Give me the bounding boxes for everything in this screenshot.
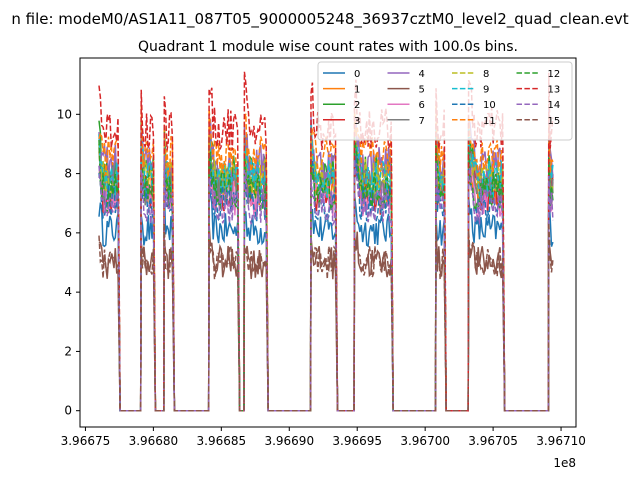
x-tick-label: 3.96710 (536, 434, 586, 448)
x-tick-label: 3.96695 (332, 434, 382, 448)
legend-label: 6 (419, 100, 425, 111)
legend-label: 5 (419, 85, 425, 96)
series-line-11 (98, 104, 554, 412)
x-offset-label: 1e8 (553, 456, 576, 470)
legend-label: 8 (483, 69, 489, 80)
legend-label: 4 (419, 69, 425, 80)
series-line-9 (98, 124, 554, 412)
legend-label: 9 (483, 85, 489, 96)
x-tick-label: 3.96675 (61, 434, 111, 448)
legend-label: 14 (548, 100, 561, 111)
x-axis-ticks: 3.96675 3.96680 3.96685 3.96690 3.96695 3.967… (61, 427, 586, 448)
y-tick-label: 4 (64, 285, 72, 299)
figure-suptitle: n file: modeM0/AS1A11_087T05_9000005248_… (11, 10, 628, 29)
y-tick-label: 8 (64, 167, 72, 181)
legend-label: 1 (354, 85, 360, 96)
series-lines (98, 71, 554, 412)
legend-label: 3 (354, 116, 360, 127)
legend-label: 2 (354, 100, 360, 111)
chart-title: Quadrant 1 module wise count rates with … (138, 39, 518, 55)
x-tick-label: 3.96705 (468, 434, 518, 448)
legend-label: 15 (548, 116, 561, 127)
x-tick-label: 3.96700 (400, 434, 450, 448)
y-axis-ticks: 0 2 4 6 8 10 (57, 107, 80, 418)
series-line-15 (98, 222, 554, 412)
legend-label: 0 (354, 69, 360, 80)
legend-frame (317, 61, 573, 141)
legend-label: 10 (483, 100, 496, 111)
legend-label: 7 (419, 116, 425, 127)
legend-label: 12 (548, 69, 561, 80)
series-line-12 (98, 137, 554, 412)
series-line-5 (98, 223, 554, 412)
y-tick-label: 0 (64, 404, 72, 418)
y-tick-label: 2 (64, 344, 72, 358)
legend-label: 13 (548, 85, 561, 96)
x-tick-label: 3.96690 (264, 434, 314, 448)
plot-area: 3.96675 3.96680 3.96685 3.96690 3.96695 3.967… (57, 57, 586, 470)
legend-label: 11 (483, 116, 496, 127)
axes-frame (79, 57, 577, 428)
x-tick-label: 3.96680 (129, 434, 179, 448)
y-tick-label: 6 (64, 226, 72, 240)
x-tick-label: 3.96685 (197, 434, 247, 448)
y-tick-label: 10 (57, 107, 72, 121)
